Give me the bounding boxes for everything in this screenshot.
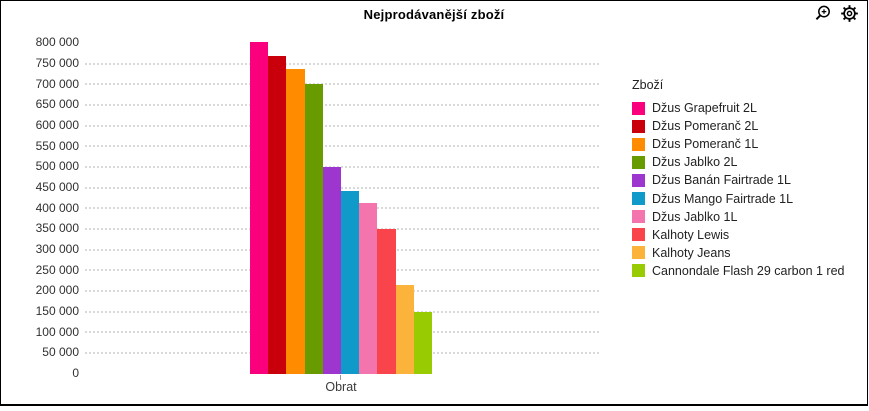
y-axis-tick-label: 150 000 <box>35 304 79 319</box>
legend-item-label: Džus Pomeranč 2L <box>652 119 759 134</box>
legend-item[interactable]: Džus Grapefruit 2L <box>632 99 862 117</box>
legend-list: Džus Grapefruit 2L Džus Pomeranč 2L Džus P… <box>632 99 862 280</box>
chart-title: Nejprodávanější zboží <box>363 7 505 22</box>
y-axis-tick-label: 350 000 <box>35 221 79 236</box>
bar[interactable] <box>359 203 378 375</box>
legend-item-label: Džus Pomeranč 1L <box>652 137 759 152</box>
legend-item[interactable]: Cannondale Flash 29 carbon 1 red <box>632 262 862 280</box>
bar[interactable] <box>395 285 414 375</box>
gridline <box>85 103 601 106</box>
bar[interactable] <box>268 55 287 375</box>
legend-item-label: Džus Mango Fairtrade 1L <box>652 191 794 206</box>
gear-icon <box>840 4 859 26</box>
settings-button[interactable] <box>840 4 859 26</box>
y-axis-tick-label: 550 000 <box>35 138 79 153</box>
legend-item-label: Kalhoty Jeans <box>652 245 731 260</box>
legend-swatch <box>632 210 645 224</box>
y-axis-tick-label: 500 000 <box>35 159 79 174</box>
zoom-in-icon <box>814 4 832 25</box>
legend-swatch <box>632 101 645 115</box>
bar[interactable] <box>377 229 396 375</box>
bar[interactable] <box>413 311 432 375</box>
bar[interactable] <box>322 166 341 375</box>
legend-swatch <box>632 264 645 278</box>
y-axis-tick-label: 450 000 <box>35 180 79 195</box>
legend-item[interactable]: Džus Banán Fairtrade 1L <box>632 171 862 189</box>
legend-swatch <box>632 119 645 133</box>
legend: Zboží Džus Grapefruit 2L Džus Pomeranč 2L… <box>632 77 862 280</box>
bar[interactable] <box>341 191 360 375</box>
chart-toolbar <box>813 4 859 26</box>
legend-item-label: Džus Banán Fairtrade 1L <box>652 173 791 188</box>
legend-swatch <box>632 173 645 187</box>
y-axis-tick-label: 750 000 <box>35 56 79 71</box>
gridline <box>85 83 601 86</box>
y-axis-tick-label: 200 000 <box>35 283 79 298</box>
y-axis-tick-label: 700 000 <box>35 76 79 91</box>
x-axis-tick <box>340 375 341 380</box>
zoom-in-button[interactable] <box>813 5 832 24</box>
gridline <box>85 124 601 127</box>
legend-item[interactable]: Kalhoty Lewis <box>632 226 862 244</box>
bar[interactable] <box>286 68 305 375</box>
gridline <box>85 186 601 189</box>
y-axis-tick-label: 400 000 <box>35 200 79 215</box>
legend-item[interactable]: Kalhoty Jeans <box>632 244 862 262</box>
legend-item-label: Džus Jablko 2L <box>652 155 738 170</box>
legend-item-label: Džus Jablko 1L <box>652 209 738 224</box>
x-axis-label: Obrat <box>325 380 357 394</box>
y-axis-tick-label: 100 000 <box>35 324 79 339</box>
legend-swatch <box>632 137 645 151</box>
legend-swatch <box>632 192 645 206</box>
gridline <box>85 165 601 168</box>
y-axis-tick-label: 600 000 <box>35 118 79 133</box>
legend-item[interactable]: Džus Jablko 2L <box>632 153 862 171</box>
legend-item-label: Cannondale Flash 29 carbon 1 red <box>652 263 845 278</box>
y-axis-tick-label: 300 000 <box>35 242 79 257</box>
legend-title: Zboží <box>632 78 664 92</box>
legend-swatch <box>632 228 645 242</box>
y-axis-tick-label: 250 000 <box>35 262 79 277</box>
legend-swatch <box>632 155 645 169</box>
gridline <box>85 145 601 148</box>
bar[interactable] <box>250 41 269 375</box>
legend-item[interactable]: Džus Mango Fairtrade 1L <box>632 189 862 207</box>
legend-item-label: Džus Grapefruit 2L <box>652 101 757 116</box>
legend-item[interactable]: Džus Jablko 1L <box>632 208 862 226</box>
legend-item[interactable]: Džus Pomeranč 2L <box>632 117 862 135</box>
y-axis-tick-label: 0 <box>72 366 79 380</box>
legend-item-label: Kalhoty Lewis <box>652 227 730 242</box>
gridline <box>85 62 601 65</box>
y-axis-tick-label: 800 000 <box>35 35 79 50</box>
y-axis-tick-label: 50 000 <box>42 345 79 360</box>
plot-area: 0 50 000 100 000 150 000 200 000 250 000 300 0… <box>1 1 867 404</box>
legend-swatch <box>632 246 645 260</box>
legend-item[interactable]: Džus Pomeranč 1L <box>632 135 862 153</box>
y-axis-tick-label: 650 000 <box>35 97 79 112</box>
bar[interactable] <box>304 84 323 375</box>
